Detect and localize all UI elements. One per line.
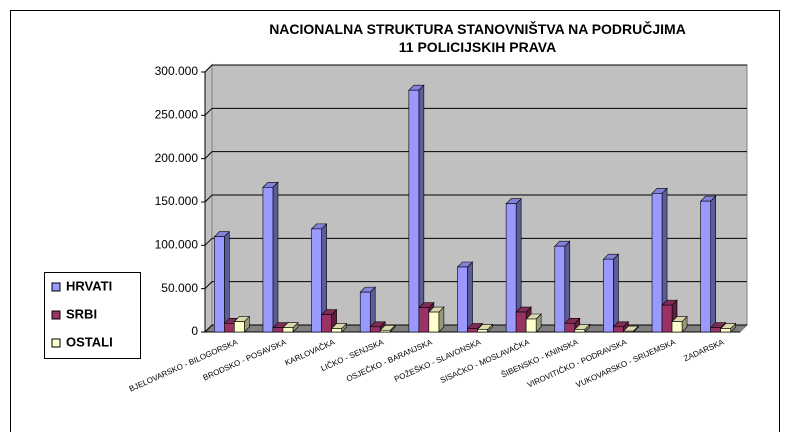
bar (369, 321, 386, 333)
bar-front (710, 327, 721, 333)
bar (310, 223, 328, 333)
bar-front (224, 323, 235, 333)
bar-front (623, 330, 634, 333)
grid-line (204, 151, 747, 160)
bar (428, 306, 445, 333)
bar (359, 286, 376, 333)
bar-front (574, 329, 586, 333)
bar (574, 323, 591, 333)
bar (379, 324, 396, 333)
bar-side (710, 195, 716, 333)
legend-swatch (51, 310, 61, 320)
bar-front (651, 193, 663, 333)
y-tick-label: 100.000 (155, 238, 199, 252)
bar-front (321, 314, 332, 333)
bar-front (408, 89, 420, 333)
bar-front (564, 323, 576, 333)
bar-side (272, 181, 279, 333)
y-tick-label: 0 (191, 324, 198, 338)
bar-front (282, 327, 294, 333)
bar (554, 240, 571, 333)
bar-front (359, 291, 371, 333)
bar-front (262, 186, 274, 333)
legend-swatch (51, 338, 61, 348)
bar (456, 261, 474, 333)
bar-front (515, 311, 527, 333)
bar-front (603, 258, 614, 333)
bar (213, 230, 231, 333)
bar-side (613, 253, 619, 333)
bar-front (505, 203, 517, 333)
y-tick-label: 250.000 (155, 108, 199, 122)
bar-front (311, 228, 322, 333)
bar (330, 322, 348, 333)
legend-label: OSTALI (66, 334, 113, 349)
chart-title: NACIONALNA STRUKTURA STANOVNIŠTVA NA POD… (269, 21, 686, 55)
bar-front (720, 328, 731, 333)
y-tick-label: 300.000 (155, 64, 199, 78)
bar (476, 323, 494, 333)
bar-front (613, 326, 624, 333)
bar-front (700, 200, 711, 333)
bar-front (272, 327, 284, 333)
grid-line (204, 107, 747, 116)
bar (282, 321, 299, 333)
bar (525, 313, 542, 333)
bar (612, 321, 630, 333)
bar-front (331, 328, 342, 333)
bar-front (554, 245, 566, 333)
bar (602, 253, 620, 333)
bar (699, 195, 717, 333)
bar (233, 315, 251, 333)
bar-front (477, 329, 488, 333)
legend-label: SRBI (66, 306, 97, 321)
y-tick-label: 150.000 (155, 194, 199, 208)
bar (262, 181, 279, 333)
bar-front (214, 236, 225, 333)
bar-side (224, 230, 230, 333)
bar (719, 322, 737, 333)
bar-front (428, 311, 440, 333)
bar (671, 315, 688, 333)
grid-line (204, 64, 747, 73)
bar-front (457, 266, 468, 333)
legend-label: HRVATI (66, 278, 112, 293)
grid-line (204, 237, 747, 246)
bar-front (671, 321, 683, 333)
bar-front (369, 326, 381, 333)
bar-side (418, 84, 425, 333)
bar-front (467, 328, 478, 333)
bar-side (467, 261, 473, 333)
bar-front (418, 307, 430, 333)
bar (408, 84, 425, 333)
grid-line (204, 194, 747, 203)
bar-front (379, 329, 391, 333)
legend-swatch (51, 282, 61, 292)
bar (622, 325, 640, 333)
bar-side (564, 240, 571, 333)
bar (505, 198, 522, 333)
y-tick-label: 200.000 (155, 151, 199, 165)
bar-front (525, 318, 537, 333)
bar-front (661, 304, 673, 333)
y-tick-label: 50.000 (161, 281, 198, 295)
bar-front (234, 321, 245, 333)
